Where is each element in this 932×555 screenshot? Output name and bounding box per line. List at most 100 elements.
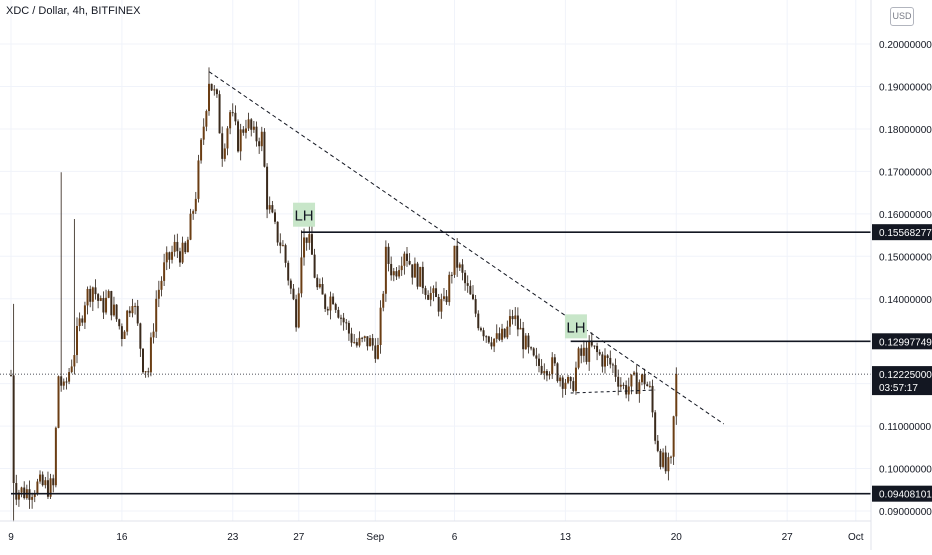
candle-body bbox=[606, 355, 609, 358]
candle-body bbox=[561, 377, 564, 389]
candle-body bbox=[102, 297, 105, 313]
candle-body bbox=[413, 263, 416, 278]
level-price-tag bbox=[872, 485, 932, 502]
candle-body bbox=[501, 328, 504, 340]
candle-body bbox=[274, 212, 276, 222]
candle-body bbox=[321, 284, 324, 295]
candle-body bbox=[588, 341, 591, 362]
candle-body bbox=[511, 316, 514, 320]
candle-body bbox=[435, 288, 438, 298]
candle-body bbox=[659, 450, 662, 467]
candle-body bbox=[379, 307, 382, 346]
candle-body bbox=[52, 478, 55, 486]
candle-body bbox=[123, 331, 126, 340]
candle-body bbox=[366, 336, 369, 347]
level-price-label: 0.15568277 bbox=[879, 228, 932, 239]
candle-body bbox=[474, 299, 477, 314]
candle-body bbox=[675, 374, 678, 417]
candle-body bbox=[638, 382, 641, 394]
candle-body bbox=[215, 89, 218, 95]
candle-body bbox=[205, 111, 208, 127]
candle-body bbox=[582, 347, 585, 356]
candle-body bbox=[332, 296, 335, 305]
candle-body bbox=[384, 246, 387, 294]
candle-body bbox=[247, 119, 250, 129]
x-tick-label: Sep bbox=[366, 532, 384, 543]
candle-body bbox=[41, 474, 44, 486]
candle-body bbox=[57, 376, 60, 428]
candle-body bbox=[91, 287, 94, 302]
candle-body bbox=[231, 112, 234, 114]
candle-body bbox=[530, 347, 533, 349]
candle-body bbox=[369, 338, 372, 347]
candle-body bbox=[538, 358, 540, 366]
candle-body bbox=[310, 234, 313, 255]
candle-body bbox=[543, 370, 546, 374]
y-tick-label: 0.09000000 bbox=[879, 507, 932, 518]
level-price-tag bbox=[872, 333, 932, 350]
candle-body bbox=[20, 487, 23, 493]
candle-body bbox=[395, 271, 398, 277]
candle-body bbox=[155, 298, 158, 332]
candle-body bbox=[337, 309, 340, 318]
candle-body bbox=[345, 322, 348, 324]
candle-body bbox=[646, 384, 649, 387]
lh-annotation-bg bbox=[293, 202, 316, 227]
candle-body bbox=[276, 221, 279, 243]
x-tick-label: 27 bbox=[293, 532, 305, 543]
candle-body bbox=[601, 354, 604, 367]
lh-annotation-bg bbox=[564, 314, 587, 339]
candle-body bbox=[361, 337, 364, 339]
candle-body bbox=[540, 365, 543, 374]
candle-body bbox=[524, 335, 527, 350]
candle-body bbox=[347, 323, 350, 334]
y-tick-label: 0.16000000 bbox=[879, 210, 932, 221]
candle-body bbox=[197, 160, 200, 199]
candle-body bbox=[118, 319, 121, 327]
candle-body bbox=[126, 310, 129, 332]
x-tick-label: 13 bbox=[560, 532, 572, 543]
candle-body bbox=[70, 366, 73, 373]
candle-body bbox=[392, 271, 395, 276]
candle-body bbox=[171, 251, 174, 260]
candle-body bbox=[86, 288, 89, 306]
candle-body bbox=[424, 288, 427, 295]
candle-body bbox=[120, 326, 123, 340]
candle-body bbox=[78, 318, 81, 327]
candle-body bbox=[553, 357, 556, 364]
candle-body bbox=[353, 342, 356, 344]
candle-body bbox=[266, 166, 269, 210]
candle-body bbox=[429, 293, 432, 300]
x-tick-label: 6 bbox=[452, 532, 458, 543]
candle-body bbox=[503, 328, 506, 338]
candle-body bbox=[574, 367, 577, 391]
candle-body bbox=[609, 357, 612, 365]
candle-body bbox=[210, 83, 213, 91]
candle-body bbox=[244, 128, 247, 133]
candle-body bbox=[662, 452, 665, 467]
candle-body bbox=[567, 377, 570, 383]
candle-body bbox=[604, 355, 606, 367]
y-tick-label: 0.10000000 bbox=[879, 465, 932, 476]
candle-body bbox=[110, 291, 113, 316]
candle-body bbox=[255, 126, 258, 142]
currency-badge[interactable]: USD bbox=[890, 7, 914, 26]
candle-body bbox=[173, 241, 176, 252]
candle-body bbox=[73, 355, 76, 367]
candle-body bbox=[313, 254, 316, 278]
candle-body bbox=[237, 121, 240, 152]
candle-body bbox=[374, 345, 377, 359]
candle-body bbox=[242, 129, 245, 133]
lh-annotation-label: LH bbox=[566, 319, 585, 336]
candle-body bbox=[350, 333, 353, 343]
candle-body bbox=[258, 141, 261, 147]
candle-body bbox=[303, 237, 306, 258]
candle-body bbox=[572, 381, 575, 391]
symbol-title: XDC / Dollar, 4h, BITFINEX bbox=[6, 5, 141, 17]
candle-body bbox=[617, 376, 620, 387]
level-price-tag bbox=[872, 224, 932, 241]
y-tick-label: 0.19000000 bbox=[879, 83, 932, 94]
bar-countdown-label: 03:57:17 bbox=[879, 383, 918, 394]
